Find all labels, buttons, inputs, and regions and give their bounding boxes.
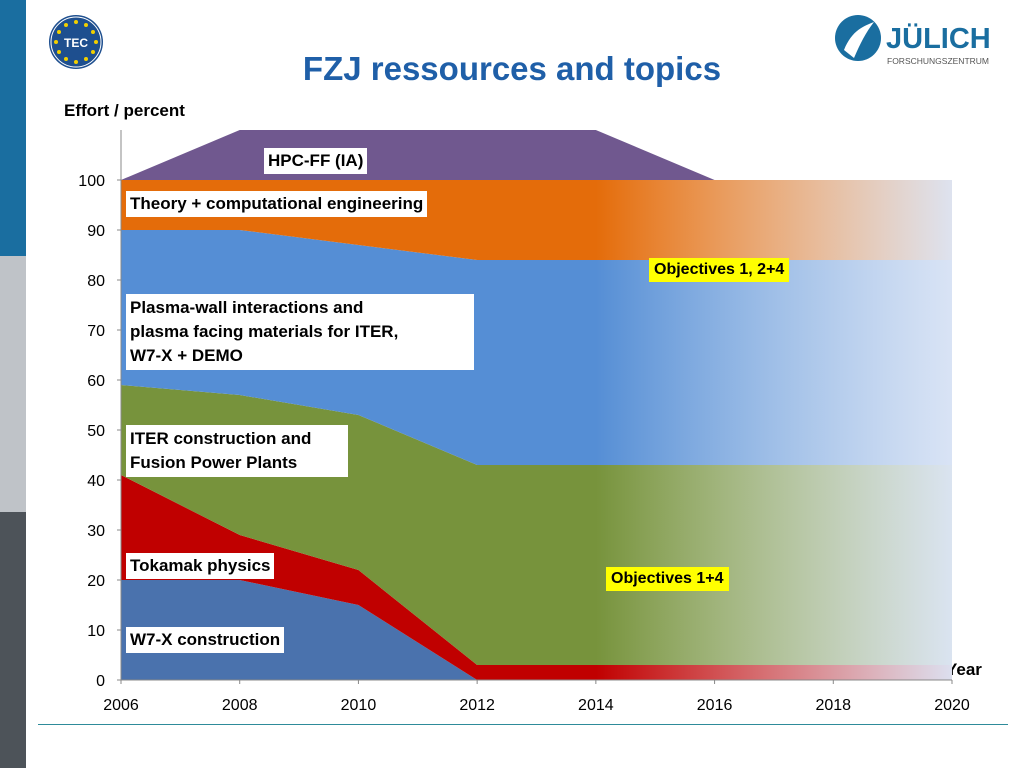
juelich-logo-subtitle: FORSCHUNGSZENTRUM: [887, 56, 989, 66]
future-fade-overlay: [595, 180, 952, 680]
y-tick-label: 100: [78, 173, 105, 190]
juelich-logo-name: JÜLICH: [886, 22, 991, 55]
sidebar-segment-blue: [0, 0, 26, 256]
y-axis-label: Effort / percent: [64, 101, 185, 120]
label-hpc-ff: HPC-FF (IA): [264, 148, 368, 174]
label-tokamak: Tokamak physics: [126, 553, 275, 579]
x-tick-label: 2016: [697, 697, 733, 714]
area-hpc: [121, 130, 715, 180]
label-plasma-wall-line-3: W7-X + DEMO: [130, 346, 243, 365]
sidebar-segment-grey: [0, 256, 26, 512]
label-iter-line-1: ITER construction and: [130, 429, 312, 448]
y-tick-label: 30: [87, 523, 105, 540]
label-iter: ITER construction and Fusion Power Plant…: [126, 425, 348, 477]
x-tick-label: 2014: [578, 697, 614, 714]
label-iter-line-2: Fusion Power Plants: [130, 453, 298, 472]
area-tokamak: [121, 475, 952, 680]
area-w7x: [121, 580, 952, 680]
x-tick-label: 2020: [934, 697, 970, 714]
juelich-logo: JÜLICH FORSCHUNGSZENTRUM: [834, 10, 1004, 72]
label-objectives-upper: Objectives 1, 2+4: [649, 258, 790, 282]
y-tick-label: 70: [87, 323, 105, 340]
y-tick-label: 90: [87, 223, 105, 240]
label-theory: Theory + computational engineering: [126, 191, 428, 217]
y-tick-label: 40: [87, 473, 105, 490]
y-tick-label: 0: [96, 673, 105, 690]
label-plasma-wall-line-2: plasma facing materials for ITER,: [130, 322, 399, 341]
x-axis-label: Year: [946, 660, 982, 679]
x-tick-labels: 2006 2008 2010 2012 2014 2016 2018 2020: [103, 680, 970, 714]
x-tick-label: 2012: [459, 697, 495, 714]
footer-divider: [38, 724, 1008, 725]
label-plasma-wall: Plasma-wall interactions and plasma faci…: [126, 294, 474, 370]
x-tick-label: 2010: [341, 697, 377, 714]
tec-logo: TEC: [48, 14, 104, 70]
x-tick-label: 2018: [815, 697, 851, 714]
x-tick-label: 2008: [222, 697, 258, 714]
y-tick-label: 50: [87, 423, 105, 440]
y-tick-label: 10: [87, 623, 105, 640]
y-tick-labels: 0 10 20 30 40 50 60 70 80 90 100: [78, 173, 121, 690]
sidebar-segment-dark: [0, 512, 26, 768]
y-tick-label: 20: [87, 573, 105, 590]
y-tick-label: 60: [87, 373, 105, 390]
chart-axes: [120, 130, 952, 681]
tec-logo-text: TEC: [64, 36, 88, 50]
x-tick-label: 2006: [103, 697, 139, 714]
label-plasma-wall-line-1: Plasma-wall interactions and: [130, 298, 364, 317]
y-tick-label: 80: [87, 273, 105, 290]
label-w7x: W7-X construction: [126, 627, 285, 653]
left-sidebar-strip: [0, 0, 26, 768]
slide-title: FZJ ressources and topics: [302, 50, 722, 87]
label-objectives-lower: Objectives 1+4: [606, 567, 729, 591]
